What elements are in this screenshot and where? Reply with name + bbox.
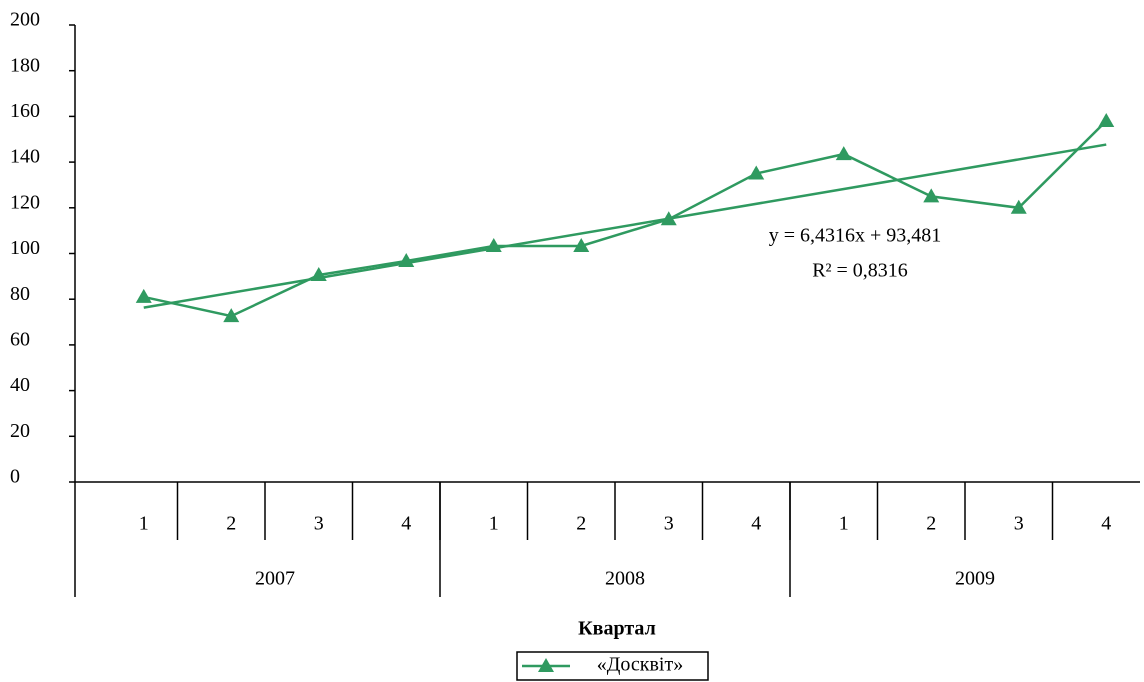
- y-tick-label: 180: [10, 54, 40, 76]
- y-tick-label: 20: [10, 420, 30, 442]
- x-tick-label: 4: [751, 513, 761, 535]
- x-axis-label: Квартал: [578, 618, 656, 640]
- point-marker: [485, 237, 502, 252]
- y-tick-label: 60: [10, 328, 30, 350]
- x-tick-label: 4: [1101, 513, 1111, 535]
- r-squared: R² = 0,8316: [812, 260, 908, 282]
- x-tick-label: 3: [1014, 513, 1024, 535]
- group-label: 2009: [955, 568, 995, 590]
- series-line: [143, 120, 1108, 318]
- point-marker: [135, 288, 152, 303]
- point-marker: [398, 253, 415, 268]
- point-marker: [660, 211, 677, 226]
- equation: y = 6,4316x + 93,481: [769, 225, 942, 247]
- x-tick-label: 2: [226, 513, 236, 535]
- point-marker: [223, 308, 240, 323]
- point-marker: [1098, 112, 1115, 127]
- point-marker: [923, 188, 940, 203]
- point-marker: [1010, 199, 1027, 214]
- y-tick-label: 140: [10, 146, 40, 168]
- x-tick-label: 1: [839, 513, 849, 535]
- y-tick-label: 120: [10, 191, 40, 213]
- y-tick-label: 200: [10, 9, 40, 31]
- x-tick-label: 3: [314, 513, 324, 535]
- point-marker: [310, 266, 327, 281]
- x-tick-label: 1: [139, 513, 149, 535]
- y-tick-label: 100: [10, 237, 40, 259]
- point-marker: [835, 146, 852, 161]
- y-tick-label: 40: [10, 374, 30, 396]
- y-tick-label: 80: [10, 283, 30, 305]
- x-tick-label: 2: [576, 513, 586, 535]
- x-tick-label: 3: [664, 513, 674, 535]
- x-tick-label: 2: [926, 513, 936, 535]
- trendline: [143, 143, 1107, 309]
- y-tick-label: 160: [10, 100, 40, 122]
- group-label: 2007: [255, 568, 295, 590]
- group-label: 2008: [605, 568, 645, 590]
- point-marker: [748, 165, 765, 180]
- legend-label: «Досквіт»: [597, 654, 683, 676]
- y-tick-label: 0: [10, 466, 20, 488]
- legend-marker: [538, 658, 554, 672]
- legend-box: [516, 651, 709, 681]
- x-tick-label: 4: [401, 513, 411, 535]
- point-marker: [573, 237, 590, 252]
- x-tick-label: 1: [489, 513, 499, 535]
